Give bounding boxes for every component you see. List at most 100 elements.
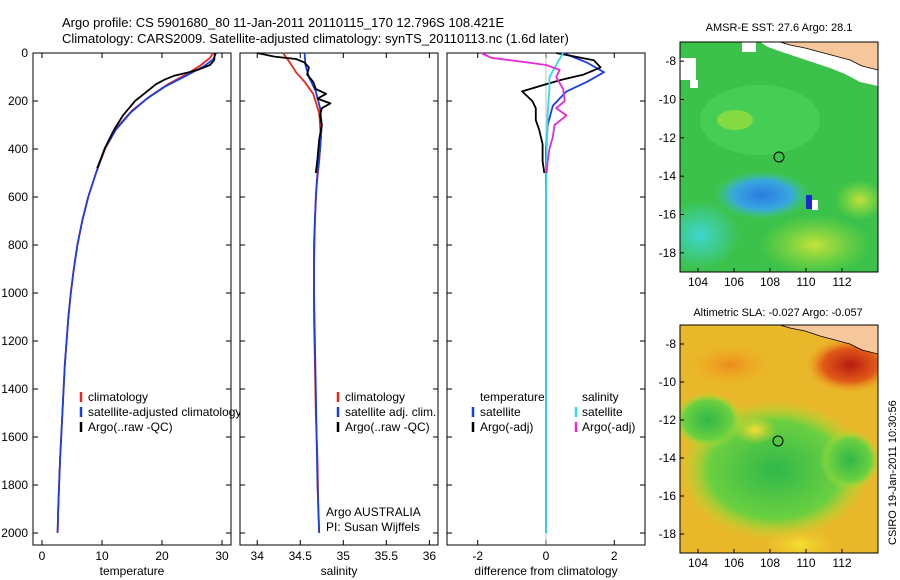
sst-missing-data-3 (742, 42, 756, 52)
sst-land (779, 42, 878, 71)
x-tick-label: 36 (423, 549, 437, 563)
legend-label: satellite adj. clim. (345, 405, 436, 419)
sst-map: AMSR-E SST: 27.6 Argo: 28.1 104 106 108 110… (659, 22, 879, 289)
y-tick-label: 1200 (1, 334, 28, 348)
map-y-tick-label: -14 (659, 169, 677, 183)
sst-warm-patch (760, 215, 870, 272)
map-y-tick-label: -16 (659, 208, 677, 222)
y-tick-label: 200 (8, 94, 28, 108)
x-tick-label: 30 (215, 549, 229, 563)
map-y-tick-label: -16 (659, 489, 677, 503)
series-line-1 (56, 52, 217, 534)
legend-label: Argo(..raw -QC) (345, 420, 430, 434)
series-line-3 (480, 52, 568, 174)
sla-yellow-patch (733, 416, 777, 444)
sst-argo-marker (773, 151, 785, 163)
y-tick-label: 0 (21, 46, 28, 60)
sla-low-east (820, 430, 878, 490)
map-y-tick-label: -10 (659, 93, 677, 107)
sla-argo-marker (772, 435, 784, 447)
map-y-tick-label: -14 (659, 451, 677, 465)
annotation-text: PI: Susan Wijffels (326, 520, 420, 534)
y-tick-label: 400 (8, 142, 28, 156)
x-tick-label: 35.5 (375, 549, 399, 563)
map-x-tick-label: 110 (796, 556, 815, 570)
sla-frame (679, 324, 879, 554)
x-axis-label: salinity (321, 564, 358, 578)
legend-label: salinity (582, 390, 619, 404)
sla-orange-patch (685, 343, 775, 387)
sst-missing-data (680, 58, 696, 80)
sla-low-west (680, 392, 743, 448)
sla-map: Altimetric SLA: -0.027 Argo: -0.057 104 1… (659, 307, 879, 570)
x-tick-label: 0 (39, 549, 46, 563)
y-tick-label: 2000 (1, 526, 28, 540)
map-y-tick-label: -18 (659, 246, 677, 260)
credit-text: CSIRO 19-Jan-2011 10:30:56 (887, 400, 899, 545)
map-y-tick-label: -8 (665, 54, 676, 68)
temperature-panel: 0 10 20 30 temperature 0 200 400 600 800 1000 1200 1… (1, 46, 241, 578)
y-tick-label: 1600 (1, 430, 28, 444)
map-x-tick-label: 110 (796, 275, 815, 289)
x-axis-label: difference from climatology (474, 564, 617, 578)
y-tick-label: 1800 (1, 478, 28, 492)
sla-map-title: Altimetric SLA: -0.027 Argo: -0.057 (693, 307, 862, 319)
sst-missing-data-2 (690, 80, 698, 88)
legend-label: satellite (480, 405, 521, 419)
legend-label: satellite (582, 405, 623, 419)
x-axis-label: temperature (100, 564, 165, 578)
sst-field-patch (700, 85, 820, 155)
legend-label: climatology (345, 390, 405, 404)
sst-warm-patch-east (835, 180, 878, 220)
sla-axes: 104 106 108 110 112 -8 -10 -12 -14 -16 -18 (659, 337, 852, 570)
series-line-2 (545, 52, 564, 533)
legend-label: temperature (480, 390, 545, 404)
sst-frame (679, 41, 879, 273)
sst-cyan-patch (680, 200, 740, 270)
map-y-tick-label: -12 (659, 131, 677, 145)
x-tick-label: 20 (155, 549, 169, 563)
annotation-text: Argo AUSTRALIA (326, 505, 421, 519)
sla-yellow-south (765, 529, 835, 553)
header-line-2: Climatology: CARS2009. Satellite-adjuste… (62, 31, 569, 46)
header-line-1: Argo profile: CS 5901680_80 11-Jan-2011 … (62, 15, 504, 30)
map-x-tick-label: 108 (760, 556, 780, 570)
y-tick-label: 800 (8, 238, 28, 252)
series-line-2 (96, 52, 216, 169)
legend-label: Argo(..raw -QC) (88, 420, 173, 434)
map-x-tick-label: 112 (832, 556, 851, 570)
sla-high-anomaly (805, 337, 878, 393)
map-x-tick-label: 108 (760, 275, 780, 289)
legend-label: satellite-adjusted climatology (88, 405, 241, 419)
map-x-tick-label: 112 (832, 275, 851, 289)
x-tick-label: 34 (251, 549, 265, 563)
panel-frame (239, 52, 439, 546)
sla-land (779, 325, 878, 355)
salinity-panel: 34 34.5 35 35.5 36 salinity climatologysatelli… (239, 52, 439, 578)
panel-frame (32, 52, 232, 546)
x-tick-label: -2 (472, 549, 483, 563)
map-x-tick-label: 104 (688, 275, 708, 289)
legend-label: Argo(-adj) (582, 420, 635, 434)
y-tick-label: 600 (8, 190, 28, 204)
series-line-2 (257, 52, 332, 174)
sst-warm-spot (717, 110, 753, 130)
sst-blue-pixel (806, 195, 812, 209)
map-y-tick-label: -8 (665, 337, 676, 351)
sst-axes: 104 106 108 110 112 -8 -10 -12 -14 -16 -18 (659, 54, 852, 289)
map-x-tick-label: 106 (724, 275, 744, 289)
map-x-tick-label: 106 (724, 556, 744, 570)
sst-missing-pixel (812, 200, 818, 210)
x-tick-label: 35 (337, 549, 351, 563)
x-tick-label: 0 (543, 549, 550, 563)
x-tick-label: 2 (611, 549, 618, 563)
series-line-1 (303, 52, 323, 534)
legend-label: Argo(-adj) (480, 420, 533, 434)
series-line-1 (521, 52, 602, 174)
x-tick-label: 10 (95, 549, 109, 563)
sst-map-title: AMSR-E SST: 27.6 Argo: 28.1 (706, 22, 853, 34)
x-tick-label: 34.5 (289, 549, 313, 563)
y-tick-label: 1400 (1, 382, 28, 396)
